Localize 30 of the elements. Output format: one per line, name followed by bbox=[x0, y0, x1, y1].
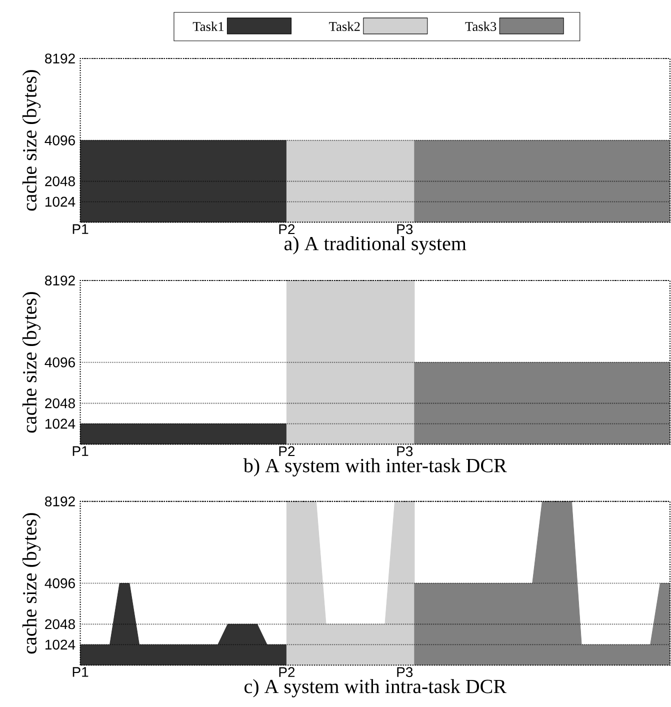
y-tick-label: 2048 bbox=[45, 398, 76, 408]
y-tick-label: 8192 bbox=[45, 276, 76, 286]
x-tick-label: P3 bbox=[397, 224, 413, 234]
legend-label: Task3 bbox=[465, 22, 496, 32]
y-tick-label: 2048 bbox=[45, 619, 76, 630]
y-tick-label: 8192 bbox=[45, 54, 76, 64]
x-tick-label: P3 bbox=[397, 667, 413, 678]
y-tick-label: 4096 bbox=[44, 357, 76, 368]
legend-label: Task1 bbox=[193, 22, 224, 32]
y-tick-label: 8192 bbox=[45, 496, 76, 506]
y-tick-label: 1024 bbox=[46, 196, 76, 207]
y-axis-title: cache size (bytes) bbox=[22, 513, 41, 654]
y-tick-label: 1024 bbox=[46, 418, 76, 429]
y-tick-label: 2048 bbox=[45, 176, 76, 186]
x-tick-label: P3 bbox=[397, 446, 413, 456]
y-axis-title: cache size (bytes) bbox=[22, 70, 41, 211]
x-tick-label: P1 bbox=[73, 667, 88, 677]
legend-label: Task2 bbox=[329, 22, 360, 32]
x-tick-label: P2 bbox=[280, 224, 295, 234]
x-tick-label: P2 bbox=[280, 667, 295, 677]
y-tick-label: 1024 bbox=[46, 640, 76, 650]
text: c) A system with intra-task DCR bbox=[244, 679, 507, 698]
text: b) A system with inter-task DCR bbox=[244, 458, 508, 476]
x-tick-label: P1 bbox=[73, 446, 88, 456]
text: a) A traditional system bbox=[284, 236, 466, 254]
y-tick-label: 4096 bbox=[44, 578, 76, 588]
x-tick-label: P2 bbox=[280, 446, 295, 456]
y-tick-label: 4096 bbox=[44, 135, 76, 146]
y-axis-title: cache size (bytes) bbox=[22, 292, 41, 433]
x-tick-label: P1 bbox=[73, 224, 88, 234]
